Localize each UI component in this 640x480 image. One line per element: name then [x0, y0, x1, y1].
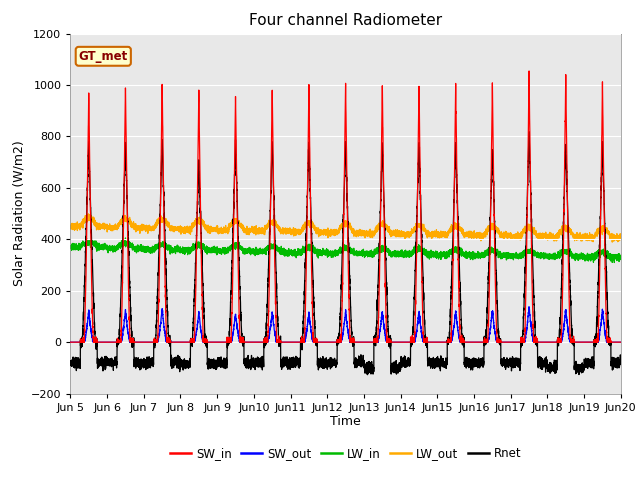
- X-axis label: Time: Time: [330, 415, 361, 429]
- Text: GT_met: GT_met: [79, 50, 128, 63]
- Legend: SW_in, SW_out, LW_in, LW_out, Rnet: SW_in, SW_out, LW_in, LW_out, Rnet: [165, 443, 526, 465]
- Y-axis label: Solar Radiation (W/m2): Solar Radiation (W/m2): [12, 141, 26, 287]
- Title: Four channel Radiometer: Four channel Radiometer: [249, 13, 442, 28]
